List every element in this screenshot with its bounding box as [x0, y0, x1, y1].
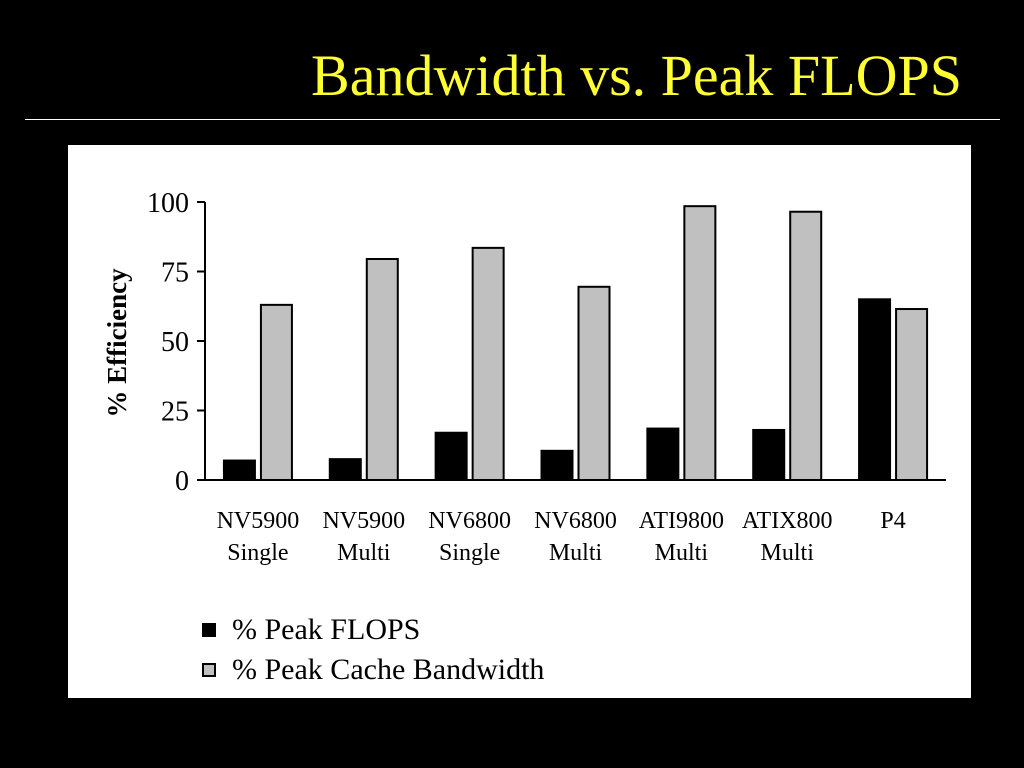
y-tick-label: 0	[175, 466, 189, 497]
chart-legend: % Peak FLOPS % Peak Cache Bandwidth	[202, 610, 544, 690]
y-tick-label: 100	[147, 188, 189, 219]
bar-peak-cache-bandwidth	[259, 303, 293, 481]
chart-panel: % Efficiency 0 25 50 75 100 NV5900 Single NV590…	[68, 145, 971, 698]
x-tick-label: Multi	[761, 540, 815, 566]
x-tick-label: Multi	[549, 540, 603, 566]
x-tick-label: ATI9800	[639, 508, 724, 534]
y-tick-label: 75	[161, 258, 189, 289]
legend-label: % Peak Cache Bandwidth	[232, 653, 545, 686]
bar-peak-flops	[540, 449, 574, 481]
bar-peak-flops	[434, 431, 468, 481]
x-tick-label: Single	[227, 540, 288, 566]
x-tick-label: NV6800	[534, 508, 617, 534]
bar-peak-flops	[328, 458, 362, 481]
x-tick-label: Multi	[655, 540, 709, 566]
x-tick-label: NV6800	[428, 508, 511, 534]
x-tick-label: NV5900	[217, 508, 300, 534]
slide-title: Bandwidth vs. Peak FLOPS	[311, 43, 962, 108]
bar-peak-cache-bandwidth	[365, 257, 399, 481]
y-tick-label: 50	[161, 327, 189, 358]
bar-peak-flops	[752, 428, 786, 481]
bar-peak-cache-bandwidth	[789, 210, 823, 481]
legend-label: % Peak FLOPS	[232, 613, 421, 646]
x-tick-label: P4	[880, 508, 905, 534]
x-tick-label: Single	[439, 540, 500, 566]
x-tick-label: Multi	[337, 540, 391, 566]
legend-item: % Peak Cache Bandwidth	[202, 650, 544, 690]
bar-peak-flops	[646, 427, 680, 482]
bar-peak-flops	[858, 298, 892, 481]
y-tick-label: 25	[161, 397, 189, 428]
x-tick-label: NV5900	[322, 508, 405, 534]
legend-item: % Peak FLOPS	[202, 610, 544, 650]
legend-swatch	[202, 623, 216, 637]
title-divider	[25, 119, 1000, 120]
bar-peak-cache-bandwidth	[471, 246, 505, 482]
bar-chart: % Efficiency 0 25 50 75 100 NV5900 Single NV590…	[102, 188, 946, 566]
legend-swatch	[202, 663, 216, 677]
bar-peak-flops	[222, 459, 256, 482]
bar-peak-cache-bandwidth	[895, 308, 929, 481]
bar-peak-cache-bandwidth	[683, 205, 717, 481]
x-tick-label: ATIX800	[742, 508, 833, 534]
y-axis-label: % Efficiency	[102, 268, 132, 418]
bar-peak-cache-bandwidth	[577, 285, 611, 481]
